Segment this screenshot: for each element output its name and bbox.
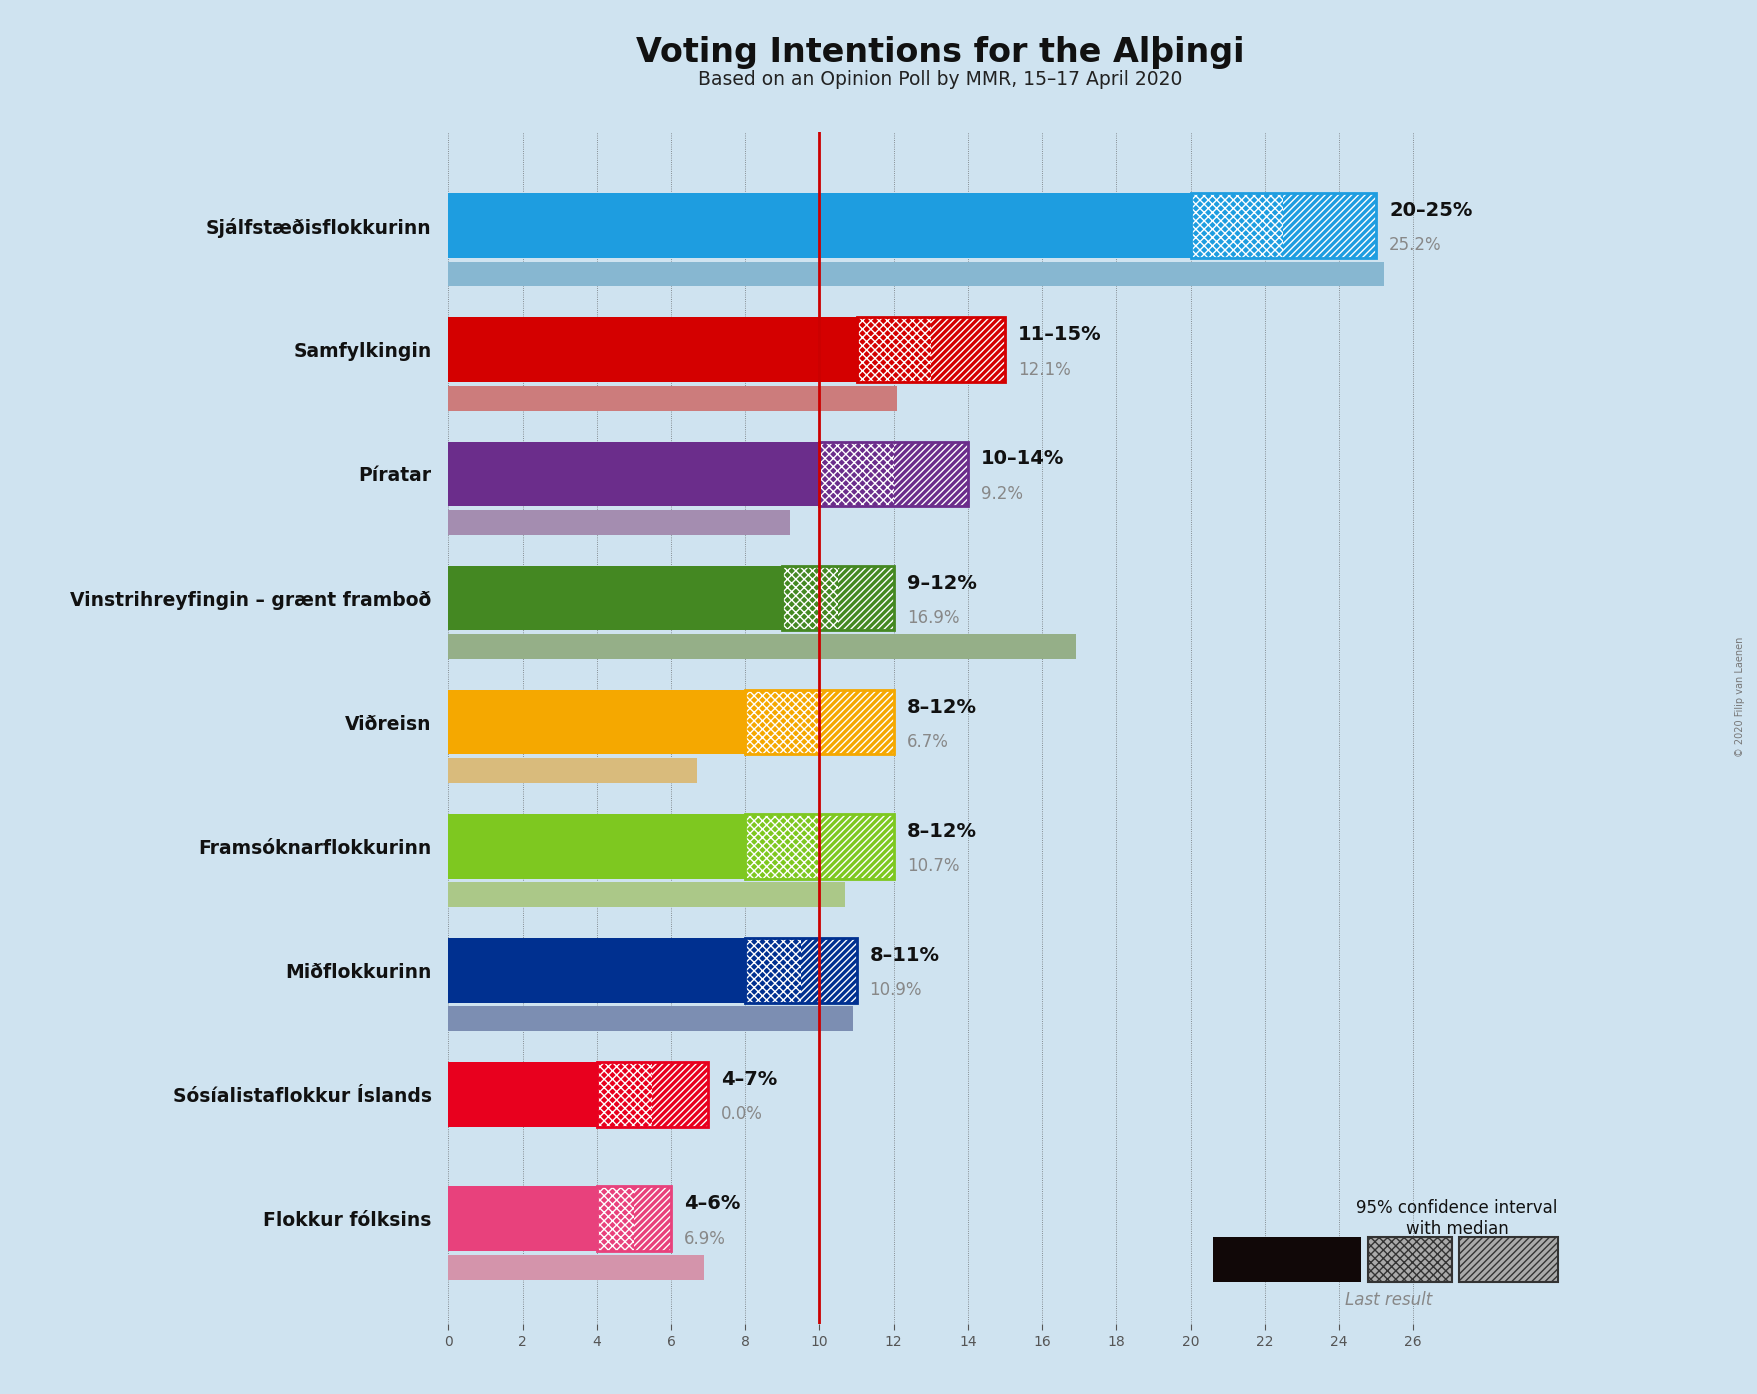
Bar — [1212, 1236, 1360, 1282]
Bar — [448, 386, 896, 411]
Bar — [1367, 1236, 1451, 1282]
Text: 16.9%: 16.9% — [907, 609, 959, 627]
Bar — [745, 690, 819, 754]
Bar — [448, 510, 789, 535]
Bar — [652, 1062, 708, 1126]
Bar — [819, 814, 893, 878]
Text: 6.9%: 6.9% — [683, 1230, 726, 1248]
Text: 95% confidence interval
with median: 95% confidence interval with median — [1355, 1199, 1557, 1238]
Text: © 2020 Filip van Laenen: © 2020 Filip van Laenen — [1734, 637, 1745, 757]
Text: 9–12%: 9–12% — [907, 573, 975, 592]
Text: 10–14%: 10–14% — [980, 449, 1063, 468]
Bar — [448, 938, 745, 1002]
Text: 6.7%: 6.7% — [907, 733, 949, 751]
Bar — [448, 690, 745, 754]
Bar — [448, 1062, 596, 1126]
Bar — [782, 566, 838, 630]
Text: 12.1%: 12.1% — [1017, 361, 1070, 379]
Bar — [1458, 1236, 1557, 1282]
Bar — [448, 318, 856, 382]
Bar — [448, 1186, 596, 1250]
Text: 4–7%: 4–7% — [720, 1071, 777, 1089]
Bar — [856, 318, 1005, 382]
Text: 10.9%: 10.9% — [870, 981, 921, 999]
Text: 20–25%: 20–25% — [1388, 201, 1472, 220]
Bar — [819, 442, 968, 506]
Bar — [596, 1186, 671, 1250]
Bar — [596, 1062, 652, 1126]
Bar — [448, 442, 819, 506]
Bar — [1283, 194, 1376, 258]
Bar — [929, 318, 1005, 382]
Bar — [782, 566, 893, 630]
Text: 9.2%: 9.2% — [980, 485, 1023, 503]
Text: Last result: Last result — [1344, 1291, 1432, 1309]
Bar — [1189, 194, 1376, 258]
Text: 4–6%: 4–6% — [683, 1195, 740, 1213]
Bar — [448, 194, 1189, 258]
Bar — [1367, 1236, 1451, 1282]
Bar — [819, 442, 968, 506]
Bar — [448, 634, 1075, 659]
Bar — [745, 938, 801, 1002]
Bar — [745, 690, 893, 754]
Bar — [448, 1006, 852, 1032]
Text: 8–12%: 8–12% — [907, 822, 977, 841]
Text: Based on an Opinion Poll by MMR, 15–17 April 2020: Based on an Opinion Poll by MMR, 15–17 A… — [698, 70, 1182, 89]
Bar — [856, 318, 1005, 382]
Text: 11–15%: 11–15% — [1017, 325, 1102, 344]
Bar — [448, 814, 745, 878]
Bar — [745, 814, 893, 878]
Bar — [1189, 194, 1283, 258]
Text: 8–11%: 8–11% — [870, 947, 938, 965]
Bar — [448, 566, 782, 630]
Bar — [596, 1186, 671, 1250]
Text: 0.0%: 0.0% — [720, 1105, 763, 1124]
Bar — [838, 566, 893, 630]
Text: 8–12%: 8–12% — [907, 698, 977, 717]
Bar — [1189, 194, 1376, 258]
Bar — [448, 758, 696, 783]
Bar — [596, 1062, 708, 1126]
Bar — [893, 442, 968, 506]
Text: 25.2%: 25.2% — [1388, 237, 1441, 255]
Bar — [745, 814, 893, 878]
Bar — [819, 442, 893, 506]
Bar — [448, 882, 845, 907]
Bar — [745, 814, 819, 878]
Bar — [1458, 1236, 1557, 1282]
Text: Voting Intentions for the Alþingi: Voting Intentions for the Alþingi — [636, 36, 1244, 70]
Bar — [596, 1186, 634, 1250]
Bar — [448, 262, 1383, 286]
Bar — [448, 1255, 705, 1280]
Bar — [745, 938, 856, 1002]
Bar — [856, 318, 929, 382]
Bar — [801, 938, 856, 1002]
Bar — [745, 938, 856, 1002]
Text: 10.7%: 10.7% — [907, 857, 959, 875]
Bar — [596, 1062, 708, 1126]
Bar — [819, 690, 893, 754]
Bar — [634, 1186, 671, 1250]
Bar — [745, 690, 893, 754]
Bar — [782, 566, 893, 630]
